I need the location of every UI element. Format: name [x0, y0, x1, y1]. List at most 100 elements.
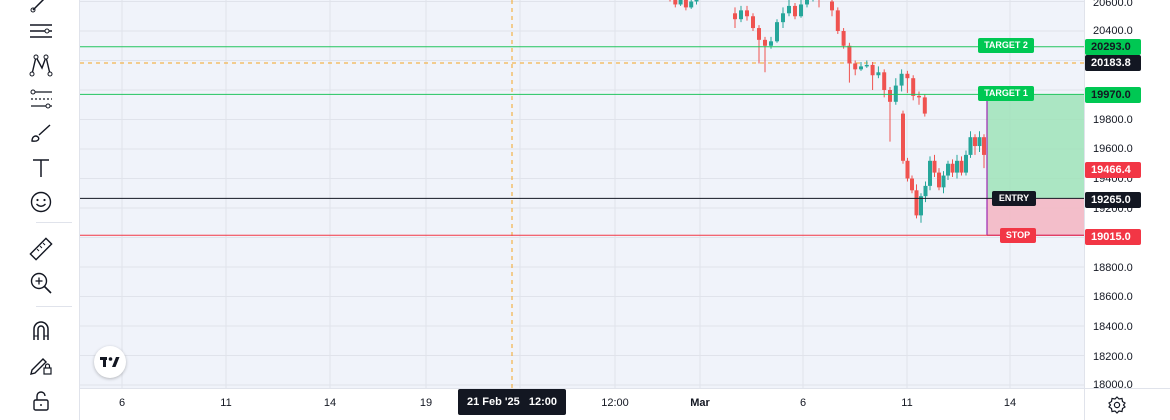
candle-body — [799, 4, 803, 17]
brush-tool[interactable] — [28, 118, 80, 148]
candle-body — [757, 28, 761, 40]
stop-label[interactable]: STOP — [1000, 228, 1036, 243]
target-1-price-tag: 19970.0 — [1085, 87, 1141, 103]
ruler-tool-icon — [29, 237, 53, 261]
target-1-label[interactable]: TARGET 1 — [978, 86, 1034, 101]
crosshair-price-tag: 20183.8 — [1085, 55, 1141, 71]
candle — [901, 110, 905, 164]
horizontal-lines-tool-icon — [30, 24, 52, 38]
trend-line-tool-icon — [30, 0, 45, 13]
candle — [678, 0, 683, 6]
candle-body — [977, 137, 982, 147]
tradingview-logo[interactable] — [94, 346, 126, 378]
candle — [793, 2, 797, 20]
entry-price-tag: 19265.0 — [1085, 192, 1141, 208]
candle — [757, 25, 761, 64]
candle — [870, 61, 875, 90]
ruler-tool[interactable] — [28, 234, 80, 264]
price-axis[interactable]: 20600.0 20400.0 19800.0 19600.0 19400.0 … — [1084, 0, 1170, 391]
time-tick: 19 — [419, 397, 433, 409]
candle-body — [694, 0, 699, 2]
candle — [781, 7, 785, 29]
candle — [941, 171, 946, 194]
candle — [955, 154, 959, 179]
candle-body — [775, 22, 779, 42]
candle — [923, 181, 928, 203]
candle-body — [937, 172, 941, 188]
candle-body — [793, 5, 797, 17]
candle — [683, 0, 688, 11]
candle — [937, 168, 941, 191]
candle — [739, 5, 743, 23]
zoom-in-tool[interactable] — [28, 268, 80, 298]
emoji-tool-icon — [30, 191, 52, 213]
candle-body — [919, 196, 923, 216]
text-tool[interactable] — [28, 153, 80, 183]
candle-body — [928, 160, 932, 186]
fib-tool[interactable] — [28, 84, 80, 114]
candle — [968, 131, 973, 158]
candle — [950, 159, 955, 178]
chart-pane[interactable]: TARGET 2 TARGET 1 ENTRY STOP — [80, 0, 1084, 388]
time-tick: 11 — [220, 397, 232, 409]
candle-body — [901, 113, 905, 161]
entry-label[interactable]: ENTRY — [992, 191, 1036, 206]
current-price-tag: 19466.4 — [1085, 162, 1141, 178]
chart-settings-corner — [1084, 388, 1170, 420]
horizontal-lines-tool[interactable] — [28, 16, 80, 46]
time-tick: Mar — [690, 397, 710, 409]
candle — [694, 0, 699, 5]
emoji-tool[interactable] — [28, 187, 80, 217]
trend-line-tool[interactable] — [28, 0, 80, 18]
candle-body — [847, 45, 852, 64]
candle-body — [733, 13, 737, 20]
candle-body — [888, 90, 892, 102]
brush-tool-icon — [31, 124, 51, 142]
price-tick: 18800.0 — [1093, 262, 1133, 274]
price-tick: 20400.0 — [1093, 25, 1133, 37]
target-2-price-tag: 20293.0 — [1085, 39, 1141, 55]
lock-drawing-tool[interactable] — [28, 350, 80, 380]
candle — [882, 69, 887, 98]
price-tick: 20600.0 — [1093, 0, 1133, 9]
candle — [905, 70, 910, 93]
time-tick: 6 — [799, 397, 807, 409]
candle-body — [853, 63, 858, 70]
candle-body — [678, 0, 683, 5]
candle-body — [830, 1, 834, 11]
chart-canvas[interactable] — [80, 0, 1084, 388]
candle-body — [964, 154, 968, 173]
candle — [673, 0, 678, 8]
candle-body — [841, 31, 846, 46]
candle-body — [946, 163, 950, 176]
time-tick: 14 — [323, 397, 337, 409]
time-tick: 6 — [118, 397, 126, 409]
candle — [733, 7, 737, 29]
candle-body — [893, 85, 898, 102]
candle-body — [959, 160, 964, 173]
unlock-tool[interactable] — [28, 386, 80, 416]
settings-gear-icon[interactable] — [1107, 395, 1127, 415]
candle-body — [683, 0, 688, 8]
candle-body — [905, 160, 910, 179]
candle — [959, 156, 964, 176]
candle-body — [950, 163, 955, 173]
time-tick: 14 — [1003, 397, 1017, 409]
candle — [914, 184, 919, 219]
fib-tool-icon — [30, 89, 52, 109]
candle — [859, 61, 863, 71]
candle-body — [914, 190, 919, 216]
target-2-label[interactable]: TARGET 2 — [978, 38, 1034, 53]
candle — [905, 157, 910, 182]
magnet-tool[interactable] — [28, 316, 80, 346]
candle-body — [899, 73, 904, 86]
pattern-tool[interactable] — [28, 50, 80, 80]
candle-body — [864, 64, 869, 67]
candle — [888, 87, 892, 142]
time-axis[interactable]: 6 11 14 19 12:00 Mar 6 11 14 21 Feb '25 … — [80, 388, 1084, 420]
candle-body — [876, 72, 881, 76]
unlock-tool-icon — [33, 391, 49, 411]
tradingview-logo-icon — [100, 357, 120, 367]
candle-body — [973, 137, 977, 147]
pattern-tool-icon — [29, 54, 53, 77]
